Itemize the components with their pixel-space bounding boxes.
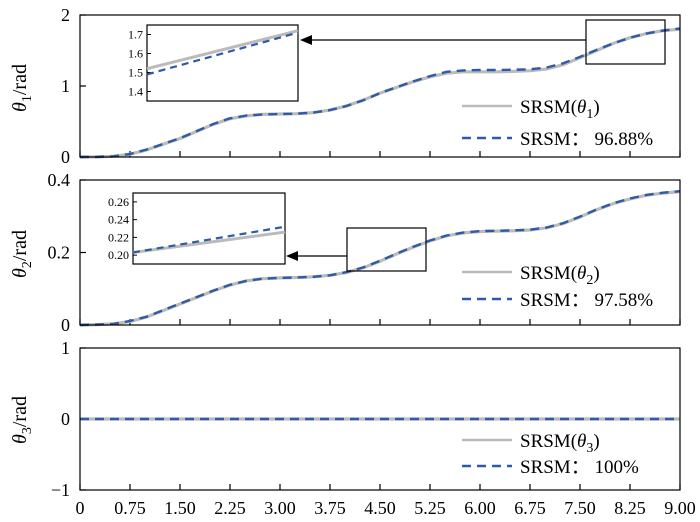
inset-ytick-label: 1.5 xyxy=(128,66,143,80)
ytick-label: 0.4 xyxy=(48,170,71,190)
xtick-label: 4.50 xyxy=(364,498,396,518)
ylabel-theta2: θ2/rad xyxy=(9,230,35,278)
xtick-label: 1.50 xyxy=(164,498,196,518)
xtick-label: 3.75 xyxy=(314,498,346,518)
xtick-label: 9.00 xyxy=(664,498,696,518)
ylabel-theta3: θ3/rad xyxy=(9,396,35,444)
ytick-label: 0 xyxy=(61,409,70,429)
inset-ytick-label: 1.4 xyxy=(128,85,143,99)
panel-theta2: θ2/rad 0 0.2 0.4 SRSM(θ2) SRSM： 97.58% 0.2… xyxy=(9,170,681,335)
series-line-dashed xyxy=(79,27,681,159)
zoom-box-theta2 xyxy=(346,227,427,272)
panel-theta1-frame xyxy=(79,14,681,158)
inset-ytick-label: 0.26 xyxy=(108,195,129,209)
ytick-label: −1 xyxy=(51,480,70,500)
legend-theta2: SRSM(θ2) SRSM： 97.58% xyxy=(462,263,653,311)
inset-series-dashed xyxy=(146,31,299,76)
ylabel-theta1: θ1/rad xyxy=(9,64,35,112)
xtick-label: 7.50 xyxy=(564,498,596,518)
xtick-label: 0 xyxy=(76,498,85,518)
zoom-arrowhead-theta1 xyxy=(300,35,312,45)
legend-label-dashed-theta1: SRSM： 96.88% xyxy=(520,129,653,150)
xtick-label: 5.25 xyxy=(414,498,446,518)
panel-theta3: θ3/rad −1 0 1 SRSM(θ3) SRSM： 100% 0 0.75 1.5… xyxy=(9,338,696,518)
panel-theta2-frame xyxy=(79,179,681,326)
ytick-label: 2 xyxy=(61,5,70,25)
ytick-label: 0 xyxy=(61,315,70,335)
xtick-label: 2.25 xyxy=(214,498,246,518)
ytick-label: 0.2 xyxy=(48,243,71,263)
inset-series-dashed xyxy=(132,225,286,254)
panel-theta1: θ1/rad 012 SRSM(θ1) SRSM： 96.88% 1.71.61… xyxy=(9,5,681,167)
legend-label-dashed-theta3: SRSM： 100% xyxy=(520,457,639,478)
zoom-arrowhead-theta2 xyxy=(286,251,298,261)
legend-theta1: SRSM(θ1) SRSM： 96.88% xyxy=(462,97,653,150)
inset-ytick-label: 1.6 xyxy=(128,47,143,61)
legend-theta3: SRSM(θ3) SRSM： 100% xyxy=(462,431,639,478)
xtick-label: 3.00 xyxy=(264,498,296,518)
xtick-label: 0.75 xyxy=(114,498,146,518)
ytick-label: 1 xyxy=(61,338,70,358)
legend-label-solid-theta1: SRSM(θ1) xyxy=(520,97,600,122)
inset-ytick-label: 0.22 xyxy=(108,230,129,244)
zoom-box-theta1 xyxy=(585,19,666,65)
legend-label-solid-theta3: SRSM(θ3) xyxy=(520,431,600,456)
inset-frame xyxy=(132,192,286,265)
inset-ytick-label: 1.7 xyxy=(128,28,143,42)
inset-ytick-label: 0.20 xyxy=(108,248,129,262)
legend-label-dashed-theta2: SRSM： 97.58% xyxy=(520,290,653,311)
xtick-label: 6.00 xyxy=(464,498,496,518)
panel-theta3-frame xyxy=(79,347,681,491)
inset-theta1: 1.7 1.6 1.5 1.4 xyxy=(128,24,299,102)
inset-ytick-label: 0.24 xyxy=(108,213,129,227)
xtick-label: 8.25 xyxy=(614,498,646,518)
inset-series-solid xyxy=(146,29,299,71)
inset-theta2: 0.26 0.24 0.22 0.20 xyxy=(108,192,286,265)
ytick-label: 1 xyxy=(61,76,70,96)
xtick-label: 6.75 xyxy=(514,498,546,518)
ytick-label: 0 xyxy=(61,147,70,167)
series-line-dashed xyxy=(79,190,681,327)
legend-label-solid-theta2: SRSM(θ2) xyxy=(520,263,600,288)
